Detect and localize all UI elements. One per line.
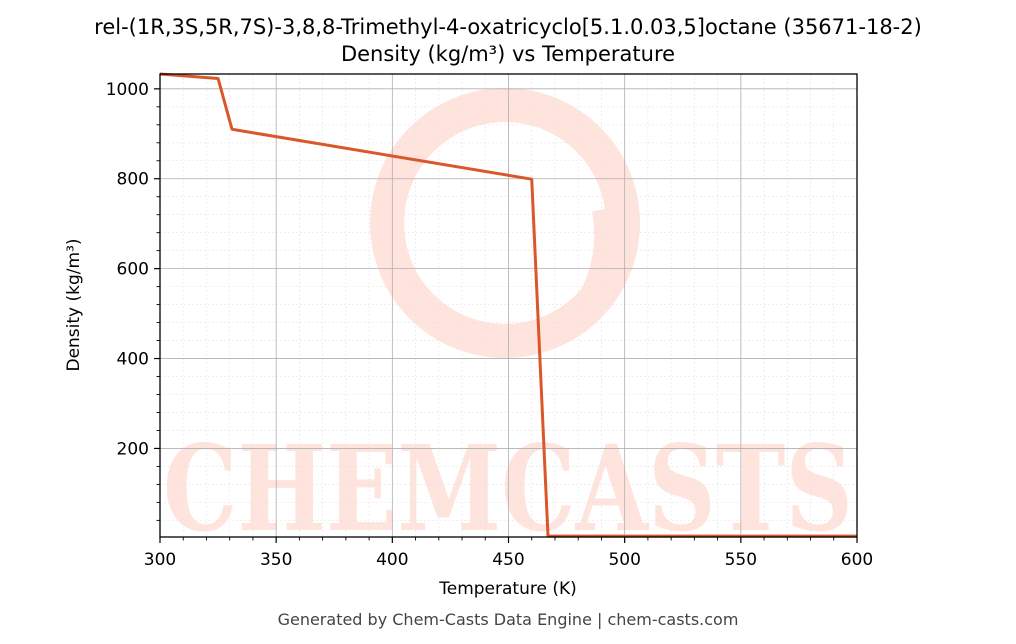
y-axis: 200 400 600 800 1000 — [106, 80, 160, 521]
y-tick-label: 200 — [117, 439, 149, 459]
x-tick-label: 400 — [376, 550, 408, 570]
x-tick-label: 300 — [144, 550, 176, 570]
x-axis-label: Temperature (K) — [438, 579, 577, 599]
series-line-0 — [159, 72, 857, 538]
y-tick-label: 400 — [117, 350, 149, 370]
x-tick-label: 450 — [492, 550, 524, 570]
x-axis: 300 350 400 450 500 550 600 — [144, 537, 873, 570]
y-tick-label: 600 — [117, 260, 149, 280]
watermark: CHEMCASTS — [163, 88, 853, 558]
footer-credit: Generated by Chem-Casts Data Engine | ch… — [278, 610, 739, 629]
y-axis-label: Density (kg/m³) — [64, 238, 84, 371]
x-tick-label: 500 — [608, 550, 640, 570]
x-tick-label: 550 — [725, 550, 757, 570]
chart-title: rel-(1R,3S,5R,7S)-3,8,8-Trimethyl-4-oxat… — [94, 15, 922, 39]
chem-casts-ring-logo-icon — [370, 88, 640, 358]
x-tick-label: 600 — [841, 550, 873, 570]
y-tick-label: 800 — [117, 170, 149, 190]
chart-subtitle: Density (kg/m³) vs Temperature — [341, 42, 675, 66]
y-tick-label: 1000 — [106, 80, 149, 100]
x-tick-label: 350 — [260, 550, 292, 570]
series-layer — [159, 72, 857, 538]
